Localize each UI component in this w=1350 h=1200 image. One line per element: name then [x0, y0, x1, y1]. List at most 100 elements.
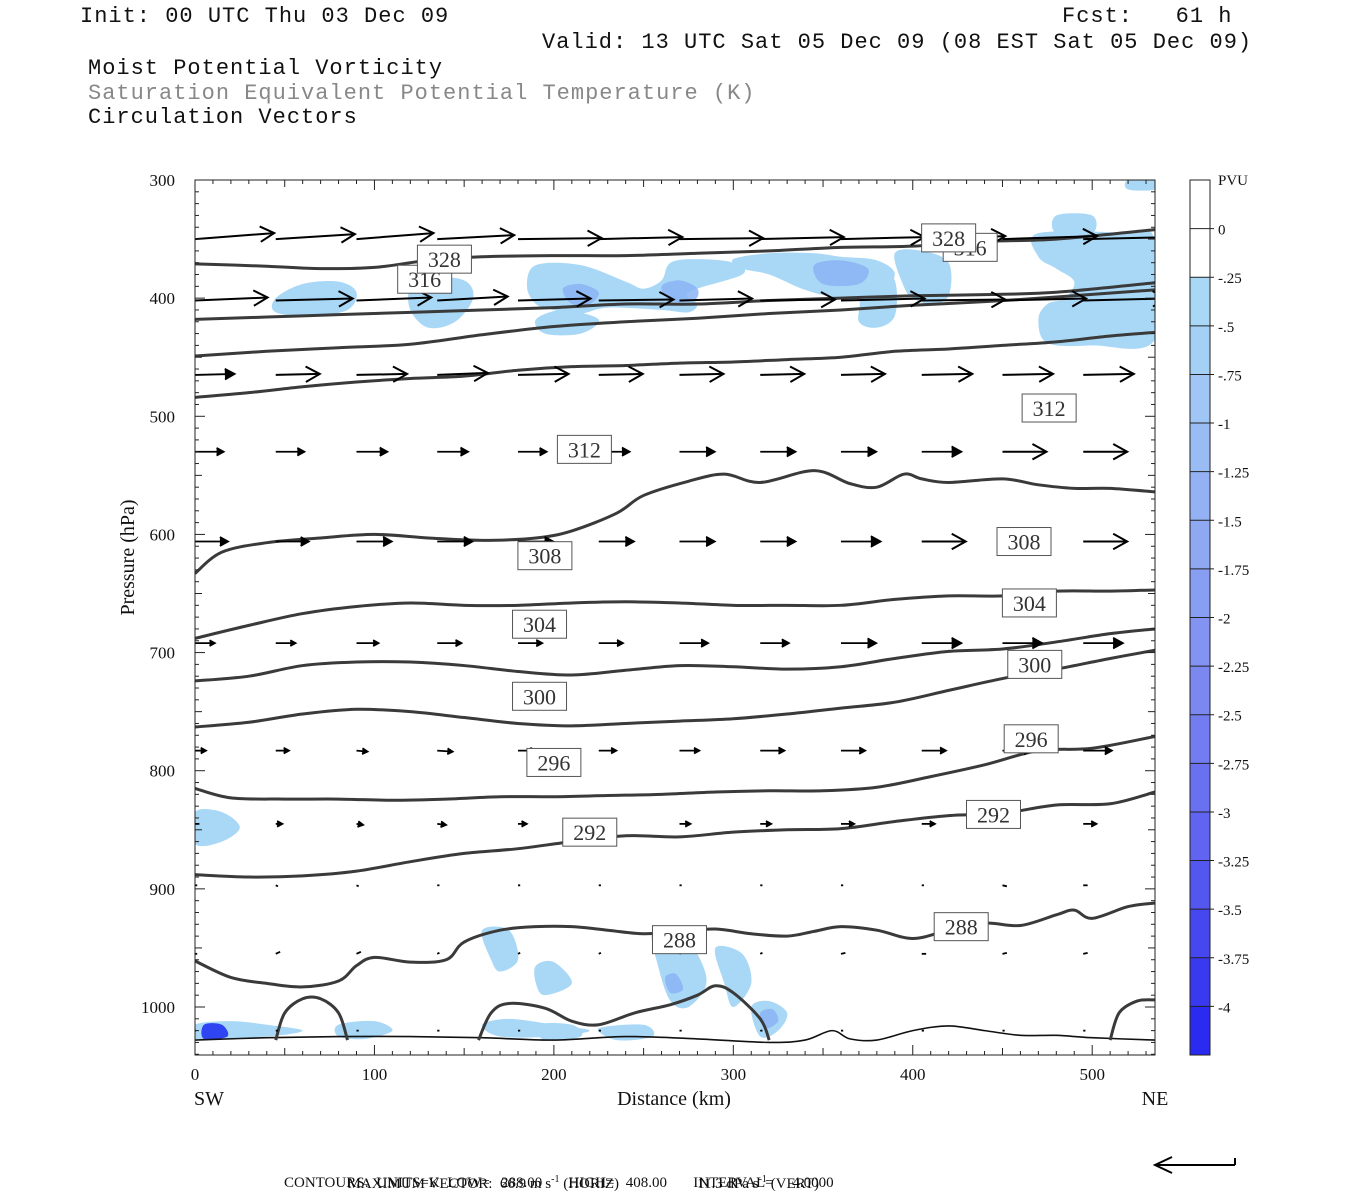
vector-head	[473, 364, 490, 383]
circulation-vector	[275, 951, 281, 955]
y-tick-label: 300	[150, 171, 176, 190]
colorbar-label: -1.75	[1218, 563, 1249, 579]
colorbar-swatch	[1190, 374, 1210, 424]
vector-head	[575, 290, 593, 308]
circulation-vector	[1083, 290, 1155, 308]
valid-time: Valid: 13 UTC Sat 05 Dec 09 (08 EST Sat …	[542, 30, 1253, 55]
vector-shaft	[517, 372, 569, 376]
x-tick-label: 500	[1079, 1065, 1105, 1084]
y-tick-label: 800	[150, 762, 176, 781]
vector-head	[858, 746, 868, 755]
circulation-vector	[517, 639, 545, 648]
vector-head	[463, 535, 475, 548]
vector-head	[610, 746, 619, 755]
colorbar-swatch	[1190, 957, 1210, 1007]
circulation-vector	[356, 951, 362, 955]
contour-label-box	[517, 541, 573, 571]
vector-head	[499, 227, 517, 245]
vector-head	[392, 365, 410, 383]
vector-shaft	[598, 236, 683, 241]
vector-shaft	[517, 952, 521, 955]
pv-region-dark	[201, 1023, 229, 1040]
circulation-vector	[840, 746, 868, 755]
vector-head	[1104, 745, 1114, 756]
colorbar-label: 0	[1218, 223, 1226, 239]
contour-label-text: 312	[568, 437, 601, 462]
contour-label: 304	[512, 609, 568, 639]
colorbar-swatch	[1190, 520, 1210, 570]
contour-304	[195, 627, 1155, 683]
vector-head	[209, 639, 217, 647]
colorbar-label: -.25	[1218, 271, 1242, 287]
vector-shaft	[436, 952, 440, 955]
x-tick-label: 100	[362, 1065, 388, 1084]
colorbar-label: -2.25	[1218, 660, 1249, 676]
vector-head	[829, 228, 846, 246]
vector-head	[705, 446, 717, 458]
contour-label: 296	[1003, 724, 1059, 754]
circulation-vector	[517, 447, 549, 457]
vector-head	[539, 447, 549, 457]
contour-label: 304	[1001, 588, 1057, 618]
circulation-vector	[356, 535, 394, 548]
vector-head	[460, 446, 470, 457]
circulation-vector	[195, 447, 226, 457]
contour-label-text: 328	[932, 226, 965, 251]
vector-head	[778, 746, 787, 755]
circulation-vector	[598, 639, 625, 648]
circulation-vector	[356, 639, 381, 647]
circulation-vector	[275, 884, 279, 888]
vector-shaft	[760, 372, 805, 376]
surface-line	[195, 1025, 1155, 1044]
vector-head	[418, 225, 436, 243]
circulation-vector	[1083, 365, 1136, 383]
vector-shaft	[1002, 297, 1087, 302]
vector-head	[372, 639, 381, 647]
circulation-vector	[1002, 227, 1100, 246]
vector-head	[553, 365, 571, 383]
colorbar-label: -1	[1218, 417, 1231, 433]
vector-head	[1119, 365, 1136, 383]
circulation-vector	[437, 639, 464, 648]
colorbar-swatch	[1190, 617, 1210, 667]
circulation-vector	[195, 225, 277, 243]
y-tick-label: 700	[150, 644, 176, 663]
pv-region-light	[597, 1024, 655, 1041]
vector-shaft	[437, 234, 515, 241]
y-tick-label: 900	[150, 880, 176, 899]
vector-head	[535, 639, 545, 648]
vector-head	[455, 639, 464, 648]
vector-shaft	[679, 297, 753, 302]
vector-head	[276, 820, 285, 828]
circulation-vector	[275, 820, 285, 828]
vector-shaft	[275, 372, 320, 376]
circulation-vector	[517, 290, 593, 308]
contour-label-box	[966, 799, 1022, 829]
circulation-vector	[760, 446, 798, 458]
circulation-vector	[1002, 884, 1008, 888]
contour-label-box	[651, 925, 707, 955]
y-axis-label: Pressure (hPa)	[117, 499, 139, 615]
circulation-vector	[598, 365, 645, 383]
circulation-vector	[275, 639, 298, 647]
pv-region-mid	[664, 973, 684, 994]
circulation-vector	[356, 365, 410, 383]
circulation-vector	[921, 636, 964, 650]
vector-head	[338, 290, 355, 308]
vector-head	[305, 365, 322, 383]
vector-head	[765, 820, 774, 828]
x-axis-label: Distance (km)	[617, 1088, 731, 1110]
circulation-vector	[517, 820, 529, 828]
title-theta-es: Saturation Equivalent Potential Temperat…	[88, 81, 756, 106]
vector-head	[259, 225, 277, 243]
colorbar-swatch	[1190, 860, 1210, 910]
circulation-vector	[195, 289, 270, 307]
colorbar-label: -1.25	[1218, 466, 1249, 482]
vector-head	[848, 820, 857, 828]
circulation-vector	[679, 446, 717, 458]
max-vector-vert-label: (VERT)	[766, 1176, 819, 1192]
vector-head	[1112, 636, 1125, 650]
sw-end-label: SW	[194, 1088, 224, 1110]
circulation-vector	[437, 227, 517, 245]
